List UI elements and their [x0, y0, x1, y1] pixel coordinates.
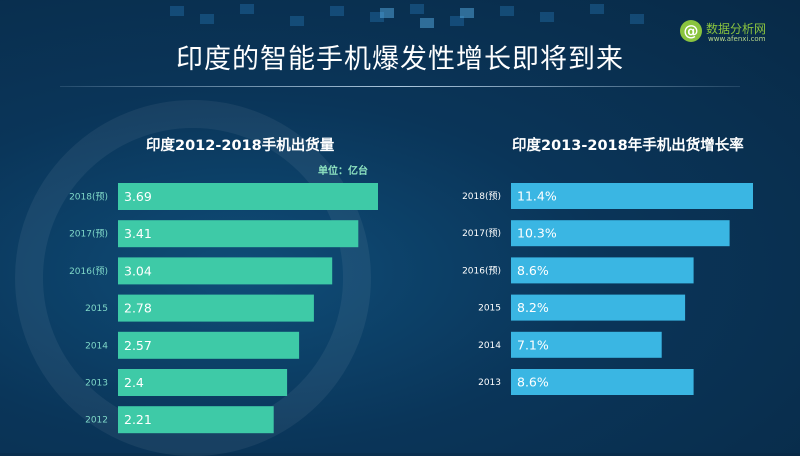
shipments-bar-6 — [118, 406, 274, 434]
shipments-value-label-4: 2.57 — [124, 338, 152, 353]
shipments-category-label-4: 2014 — [85, 341, 108, 351]
logo-at-icon: @ — [680, 20, 702, 42]
growth-value-label-4: 7.1% — [517, 337, 549, 352]
shipments-value-label-1: 3.41 — [124, 226, 152, 241]
site-logo: @ 数据分析网 www.afenxi.com — [680, 20, 790, 48]
right-chart-title: 印度2013-2018年手机出货增长率 — [512, 138, 744, 154]
growth-value-label-1: 10.3% — [517, 226, 557, 241]
growth-category-label-3: 2015 — [478, 304, 501, 314]
shipments-category-label-6: 2012 — [85, 416, 108, 426]
left-chart-title: 印度2012-2018手机出货量 — [146, 138, 335, 154]
shipments-category-label-3: 2015 — [85, 304, 108, 314]
growth-value-label-0: 11.4% — [517, 189, 557, 204]
growth-bar-0 — [511, 183, 753, 209]
growth-category-label-0: 2018(预) — [462, 191, 501, 202]
growth-bar-2 — [511, 257, 694, 284]
growth-value-label-5: 8.6% — [517, 375, 549, 390]
growth-value-label-2: 8.6% — [517, 263, 549, 278]
header-tile-decoration — [170, 4, 644, 28]
shipments-category-label-5: 2013 — [85, 379, 108, 389]
left-chart-unit: 单位：亿台 — [318, 166, 368, 177]
shipments-bar-3 — [118, 294, 314, 322]
growth-bar-1 — [511, 220, 730, 247]
growth-category-label-2: 2016(预) — [462, 265, 501, 276]
shipments-bar-0 — [118, 183, 378, 210]
logo-url: www.afenxi.com — [708, 35, 766, 43]
growth-bar-3 — [511, 294, 686, 321]
shipments-value-label-5: 2.4 — [124, 375, 144, 390]
shipments-value-label-6: 2.21 — [124, 412, 152, 427]
growth-category-label-5: 2013 — [478, 378, 501, 388]
title-divider — [60, 86, 740, 87]
shipments-category-label-1: 2017(预) — [69, 229, 108, 240]
shipments-category-label-2: 2016(预) — [69, 266, 108, 277]
growth-category-label-4: 2014 — [478, 341, 501, 351]
page-title: 印度的智能手机爆发性增长即将到来 — [176, 44, 624, 75]
shipments-bar-4 — [118, 331, 300, 359]
growth-category-label-1: 2017(预) — [462, 228, 501, 239]
shipments-bar-1 — [118, 220, 359, 248]
shipments-bar-2 — [118, 257, 333, 285]
shipments-value-label-3: 2.78 — [124, 301, 152, 316]
growth-value-label-3: 8.2% — [517, 300, 549, 315]
shipments-value-label-2: 3.04 — [124, 263, 152, 278]
shipments-bar-5 — [118, 369, 288, 396]
logo-text: 数据分析网 — [706, 22, 767, 36]
shipments-category-label-0: 2018(预) — [69, 192, 108, 203]
growth-bar-5 — [511, 369, 694, 395]
shipments-value-label-0: 3.69 — [124, 189, 152, 204]
growth-bar-4 — [511, 331, 662, 358]
